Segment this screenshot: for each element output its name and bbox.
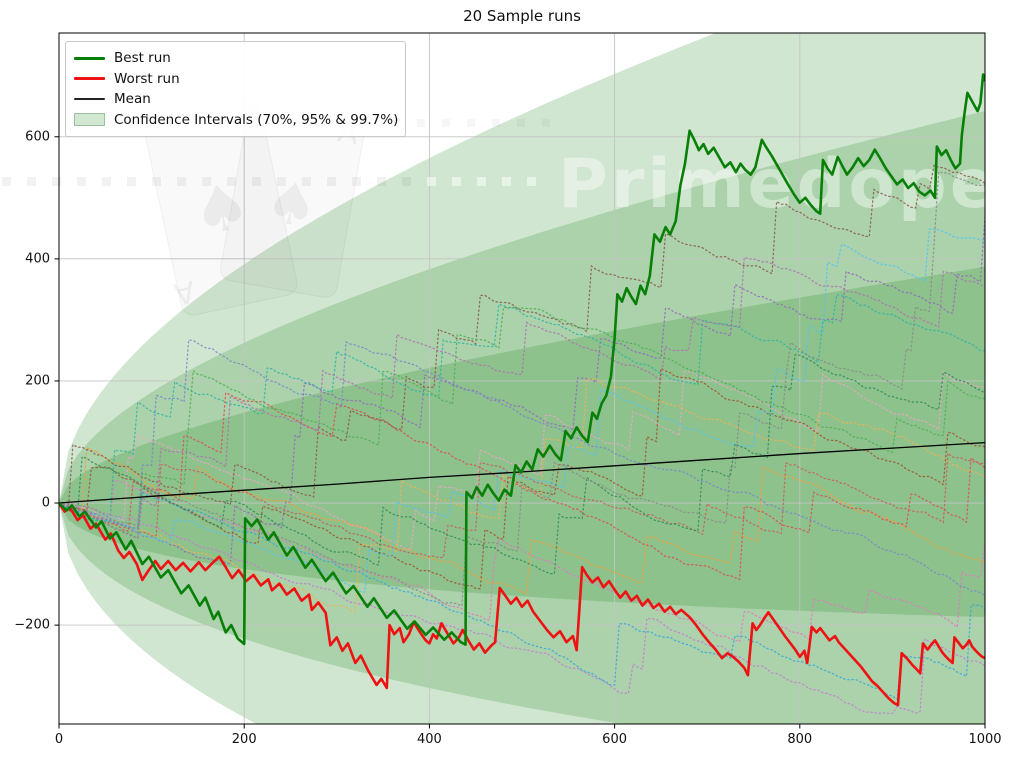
watermark-dot [77, 177, 86, 186]
watermark-card-back: ♠A [144, 102, 298, 316]
sample-run-2 [59, 502, 985, 715]
watermark-dot [452, 177, 461, 186]
plot-border [58, 32, 986, 725]
watermark-text: Primedope [558, 145, 999, 224]
watermark-dot [327, 177, 336, 186]
legend-label: Confidence Intervals (70%, 95% & 99.7%) [114, 111, 399, 128]
best-run-line-swatch [74, 56, 105, 60]
sample-run-18 [59, 256, 985, 540]
confidence-band-95% [59, 110, 985, 724]
watermark-dot [517, 119, 525, 127]
watermark-dot [177, 177, 186, 186]
watermark: ♠AA♠Primedope [2, 87, 999, 316]
sample-run-11 [59, 228, 985, 593]
watermark-dot [402, 177, 411, 186]
grid [59, 33, 986, 724]
legend-item-worst-run: Worst run [74, 69, 395, 90]
best-run-line [59, 73, 985, 646]
watermark-dot [227, 177, 236, 186]
sample-run-14 [59, 354, 985, 575]
sample-run-6 [59, 378, 985, 613]
watermark-dot [527, 177, 536, 186]
worst-run-line-swatch [74, 77, 105, 81]
sample-run-10 [59, 164, 985, 512]
x-tick-label-400: 400 [416, 732, 442, 747]
x-tick-label-1000: 1000 [968, 732, 1002, 747]
x-tick-label-600: 600 [602, 732, 628, 747]
sample-run-7 [59, 391, 985, 581]
watermark-dot [27, 177, 36, 186]
legend-label: Worst run [114, 70, 180, 87]
watermark-dot [502, 177, 511, 186]
sample-run-4 [59, 371, 985, 551]
x-tick-label-800: 800 [787, 732, 813, 747]
watermark-dot [127, 177, 136, 186]
y-tick-label-600: 600 [25, 129, 50, 145]
chart-title: 20 Sample runs [463, 7, 581, 25]
worst-run-line [59, 502, 985, 707]
sample-run-3 [59, 478, 985, 643]
y-tick-label-0: 0 [41, 495, 50, 511]
watermark-dot [352, 177, 361, 186]
sample-runs [59, 164, 985, 715]
watermark-dot [52, 177, 61, 186]
watermark-dot [417, 119, 425, 127]
y-tick-label-200: 200 [25, 373, 50, 389]
spade-icon: ♠ [260, 166, 323, 242]
mean-line-swatch [74, 98, 105, 101]
watermark-dot [2, 177, 11, 186]
watermark-dot [252, 177, 261, 186]
watermark-dot [442, 119, 450, 127]
sample-run-12 [59, 491, 985, 701]
sample-run-8 [59, 451, 985, 559]
y-tick-label-400: 400 [25, 251, 50, 267]
legend-item-best-run: Best run [74, 48, 395, 69]
watermark-dot [477, 177, 486, 186]
legend-item-confidence-intervals: Confidence Intervals (70%, 95% & 99.7%) [74, 110, 399, 131]
watermark-dot [302, 177, 311, 186]
x-tick-label-0: 0 [54, 732, 64, 747]
watermark-dot [377, 177, 386, 186]
watermark-dot [467, 119, 475, 127]
legend-label: Mean [114, 91, 151, 108]
watermark-dot [427, 177, 436, 186]
watermark-dot [542, 119, 550, 127]
watermark-dot [152, 177, 161, 186]
axis-ticks [54, 136, 986, 729]
sample-run-5 [59, 446, 985, 595]
legend-label: Best run [114, 50, 171, 67]
sample-run-17 [59, 339, 985, 597]
watermark-dot [492, 119, 500, 127]
sample-run-15 [59, 306, 985, 539]
confidence-patch-swatch [74, 113, 105, 127]
sample-run-16 [59, 170, 985, 607]
x-tick-label-200: 200 [231, 732, 257, 747]
watermark-dot [277, 177, 286, 186]
legend: Best run Worst run Mean Confidence Inter… [65, 41, 406, 137]
sample-run-1 [59, 216, 985, 565]
watermark-dot [202, 177, 211, 186]
legend-item-mean: Mean [74, 89, 395, 110]
y-tick-label-−200: −200 [14, 617, 50, 633]
watermark-dot [102, 177, 111, 186]
main-lines [59, 73, 985, 707]
